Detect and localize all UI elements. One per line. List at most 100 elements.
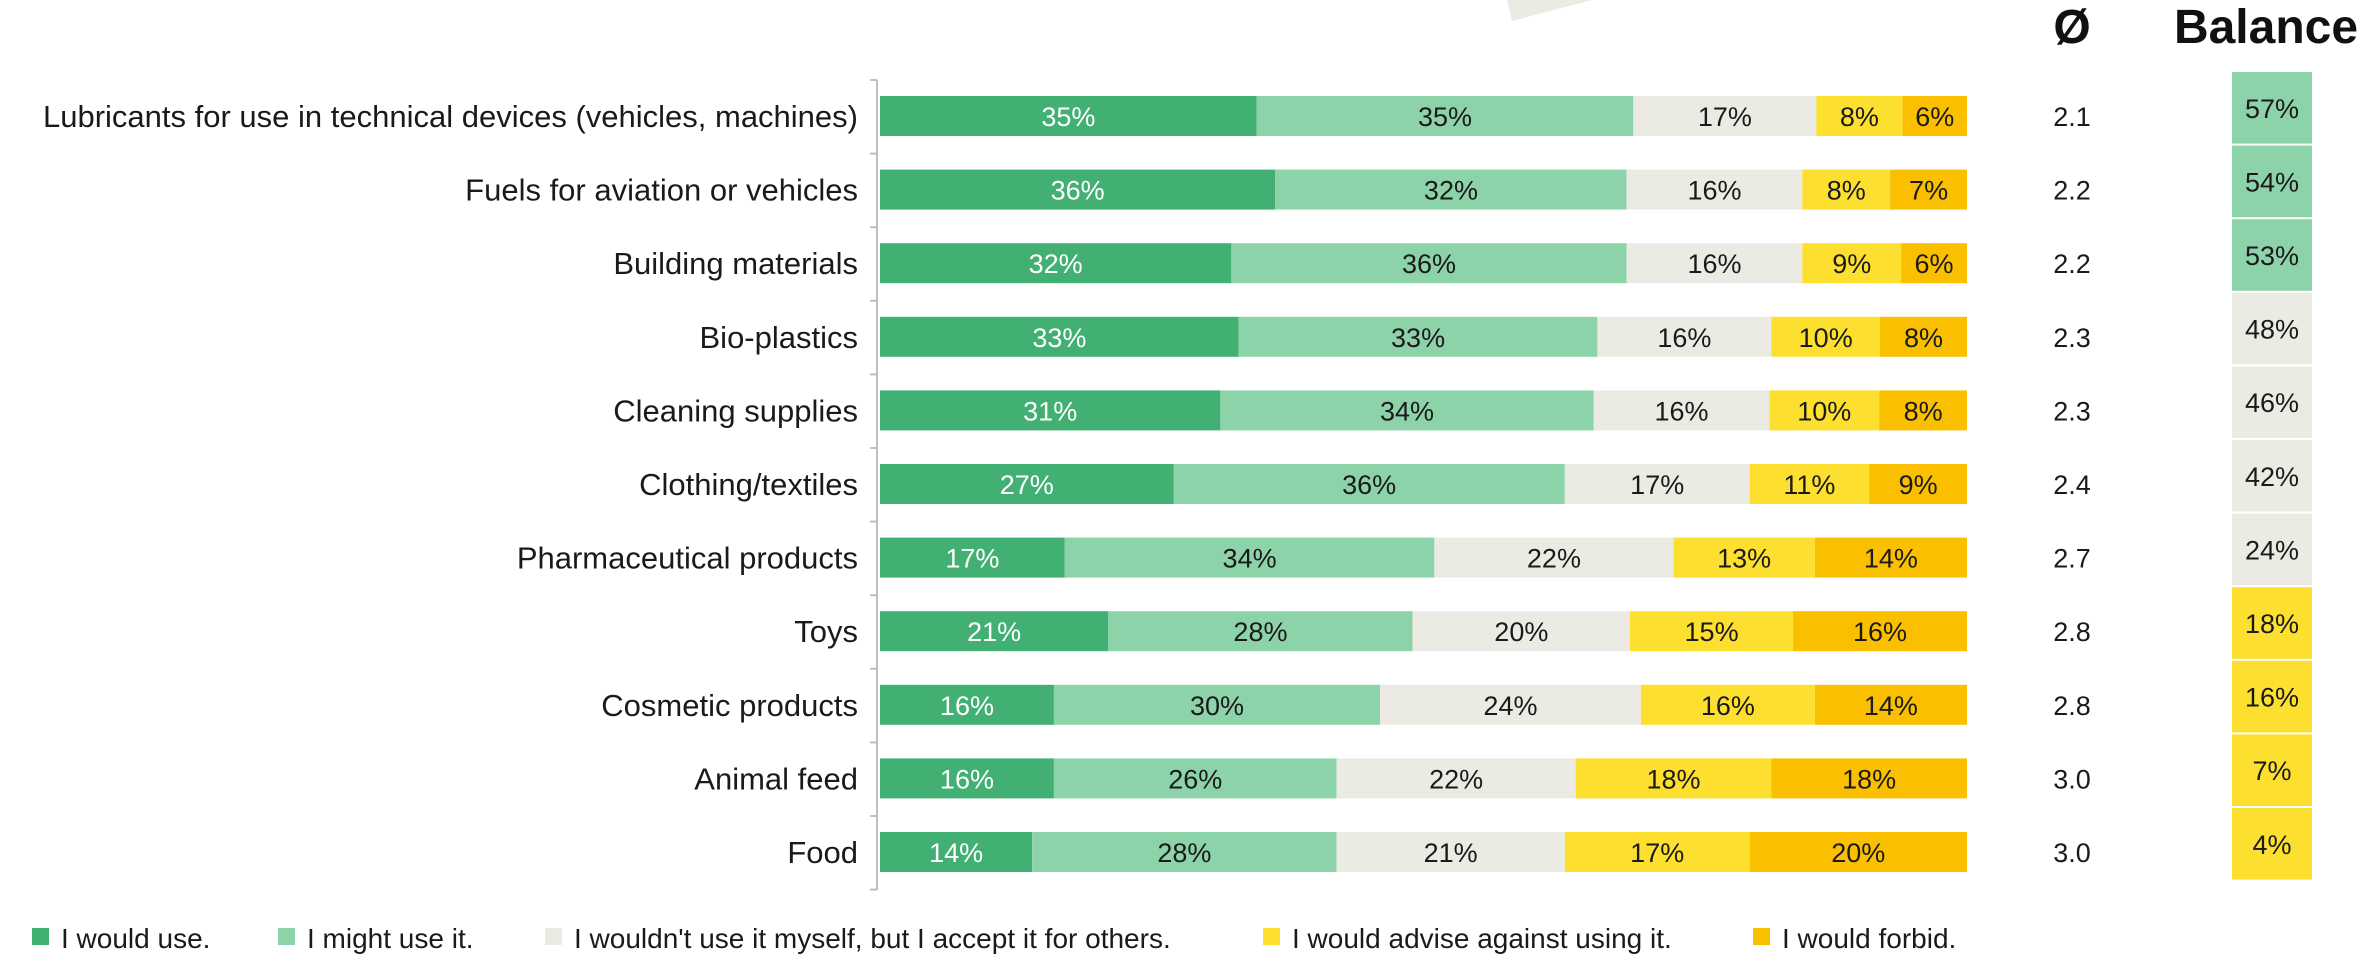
bar-segment-i-would-advise-against-using-it <box>1802 169 1891 210</box>
bar-value-label: 27% <box>1000 470 1054 500</box>
bar-segment-i-might-use-it <box>1173 464 1565 504</box>
bar-segment-i-would-use <box>880 684 1054 725</box>
bar-segment-i-would-forbid <box>1814 684 1967 725</box>
average-value: 2.2 <box>2053 176 2091 206</box>
bar-value-label: 16% <box>1687 176 1741 206</box>
category-label-cleaning-supplies: Cleaning supplies <box>613 393 858 428</box>
bar-segment-i-wouldn-t-use-it-myself-but-i-accept-it-for-others <box>1336 758 1576 799</box>
balance-cell <box>2232 440 2312 512</box>
legend-label-i-would-advise-against-using-it: I would advise against using it. <box>1292 923 1672 954</box>
bar-segment-i-might-use-it <box>1108 611 1413 652</box>
balance-cell <box>2232 660 2312 733</box>
balance-cell <box>2232 808 2312 880</box>
balance-cell <box>2232 145 2312 218</box>
bar-value-label: 26% <box>1168 764 1222 794</box>
bar-segment-i-would-advise-against-using-it <box>1575 758 1772 799</box>
bar-segment-i-would-use <box>880 390 1221 431</box>
average-value: 2.8 <box>2053 617 2091 647</box>
bar-segment-i-would-use <box>880 832 1033 872</box>
balance-cell <box>2232 366 2312 438</box>
bar-segment-i-would-use <box>880 758 1054 799</box>
balance-cell <box>2232 292 2312 365</box>
bar-value-label: 9% <box>1899 470 1938 500</box>
bar-segment-i-might-use-it <box>1275 169 1627 210</box>
bar-value-label: 6% <box>1915 249 1954 279</box>
bar-value-label: 15% <box>1685 617 1739 647</box>
category-label-fuels-for-aviation-or-vehicles: Fuels for aviation or vehicles <box>465 173 858 208</box>
bar-value-label: 20% <box>1494 617 1548 647</box>
bar-value-label: 21% <box>1424 838 1478 868</box>
average-value: 2.4 <box>2053 470 2091 500</box>
legend-swatch-i-would-forbid <box>1753 928 1770 945</box>
balance-value: 24% <box>2245 535 2299 565</box>
bar-value-label: 7% <box>1909 176 1948 206</box>
bar-value-label: 32% <box>1029 249 1083 279</box>
bar-value-label: 18% <box>1842 764 1896 794</box>
legend-swatch-i-wouldn-t-use-it-myself-but-i-accept-it-for-others <box>545 928 562 945</box>
bar-value-label: 18% <box>1646 764 1700 794</box>
bar-segment-i-would-forbid <box>1749 832 1967 872</box>
bar-value-label: 11% <box>1783 470 1835 500</box>
bar-value-label: 30% <box>1190 691 1244 721</box>
legend-swatch-i-would-advise-against-using-it <box>1263 928 1280 945</box>
bar-segment-i-would-advise-against-using-it <box>1630 611 1794 652</box>
bar-segment-i-would-use <box>880 96 1257 136</box>
legend-label-i-would-forbid: I would forbid. <box>1782 923 1956 954</box>
bar-segment-i-might-use-it <box>1220 390 1594 431</box>
bar-segment-i-might-use-it <box>1032 832 1337 872</box>
average-value: 2.7 <box>2053 544 2091 574</box>
bar-segment-i-wouldn-t-use-it-myself-but-i-accept-it-for-others <box>1633 96 1817 136</box>
average-value: 3.0 <box>2053 764 2091 794</box>
balance-value: 4% <box>2252 830 2291 860</box>
bar-segment-i-wouldn-t-use-it-myself-but-i-accept-it-for-others <box>1593 390 1770 431</box>
bar-segment-i-might-use-it <box>1053 758 1337 799</box>
bar-segment-i-would-advise-against-using-it <box>1640 684 1815 725</box>
category-label-pharmaceutical-products: Pharmaceutical products <box>517 541 858 576</box>
average-value: 2.3 <box>2053 323 2091 353</box>
bar-value-label: 36% <box>1051 176 1105 206</box>
bar-value-label: 34% <box>1380 396 1434 426</box>
bar-segment-i-wouldn-t-use-it-myself-but-i-accept-it-for-others <box>1564 464 1750 504</box>
bar-value-label: 6% <box>1915 102 1954 132</box>
bar-segment-i-would-forbid <box>1814 537 1967 578</box>
bar-value-label: 35% <box>1041 102 1095 132</box>
bar-segment-i-might-use-it <box>1231 243 1627 284</box>
bar-segment-i-would-advise-against-using-it <box>1564 832 1750 872</box>
balance-column-header: Balance <box>2174 1 2358 54</box>
bar-segment-i-might-use-it <box>1053 684 1381 725</box>
bar-segment-i-would-forbid <box>1880 316 1967 357</box>
bar-segment-i-wouldn-t-use-it-myself-but-i-accept-it-for-others <box>1626 243 1803 284</box>
balance-value: 16% <box>2245 683 2299 713</box>
category-label-food: Food <box>787 835 858 870</box>
decorative-wedge-shape <box>1507 0 1592 21</box>
bar-value-label: 10% <box>1799 323 1853 353</box>
legend: I would use. I might use it. I wouldn't us… <box>32 923 1956 954</box>
category-axis-ticks <box>870 79 877 891</box>
average-value: 2.1 <box>2053 102 2091 132</box>
balance-cell <box>2232 734 2312 806</box>
average-value: 3.0 <box>2053 838 2091 868</box>
bar-segment-i-would-forbid <box>1901 243 1967 284</box>
bar-value-label: 28% <box>1233 617 1287 647</box>
bar-segment-i-would-use <box>880 243 1232 284</box>
bar-value-label: 17% <box>1698 102 1752 132</box>
bar-value-label: 13% <box>1717 544 1771 574</box>
bar-segment-i-might-use-it <box>1256 96 1634 136</box>
bar-segment-i-would-forbid <box>1771 758 1967 799</box>
bar-value-label: 9% <box>1832 249 1871 279</box>
balance-value: 57% <box>2245 94 2299 124</box>
balance-value: 46% <box>2245 388 2299 418</box>
bar-value-label: 10% <box>1797 396 1851 426</box>
bar-segment-i-would-advise-against-using-it <box>1673 537 1815 578</box>
balance-value: 18% <box>2245 609 2299 639</box>
bar-value-label: 17% <box>1630 838 1684 868</box>
bar-segment-i-would-use <box>880 537 1065 578</box>
bar-value-label: 14% <box>1864 544 1918 574</box>
bar-value-label: 20% <box>1831 838 1885 868</box>
bar-value-label: 35% <box>1418 102 1472 132</box>
bar-value-label: 36% <box>1402 249 1456 279</box>
bar-value-label: 14% <box>929 838 983 868</box>
bar-segment-i-would-advise-against-using-it <box>1749 464 1870 504</box>
balance-value: 53% <box>2245 241 2299 271</box>
